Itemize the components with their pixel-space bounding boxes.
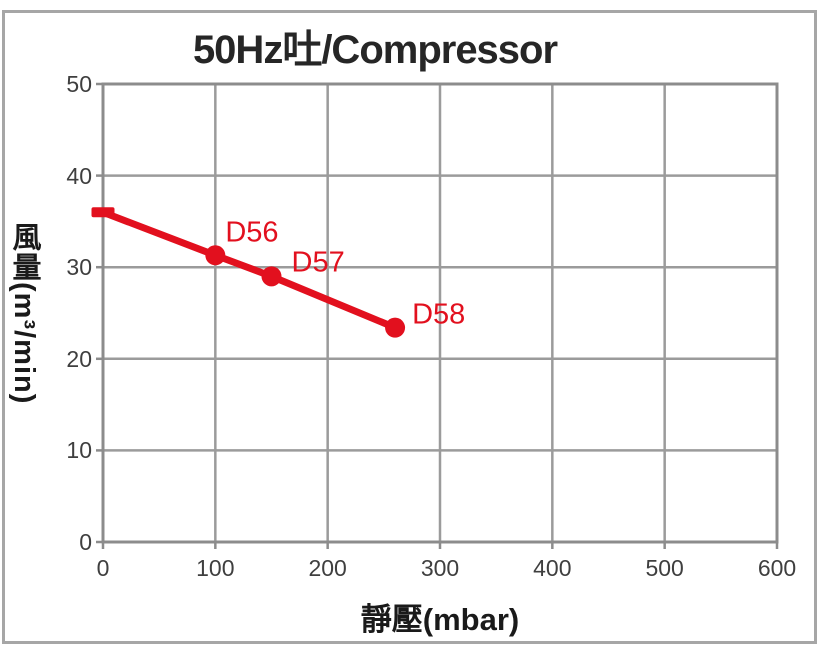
data-point-marker (261, 266, 282, 287)
series-line (101, 208, 397, 331)
y-axis-title: 風量(m³/min) (8, 221, 40, 405)
data-point-marker (385, 317, 406, 338)
data-point-marker (205, 245, 226, 266)
y-axis-title-box: 風量(m³/min) (2, 84, 46, 542)
data-point-label: D57 (292, 246, 345, 278)
chart-frame (2, 10, 817, 644)
data-point-label: D56 (225, 216, 278, 248)
data-point-label: D58 (412, 299, 465, 331)
x-axis-title: 靜壓(mbar) (360, 602, 520, 637)
plot-border (101, 82, 779, 544)
chart-title: 50Hz吐/Compressor (192, 28, 558, 72)
data-point-dash-marker (91, 207, 115, 218)
